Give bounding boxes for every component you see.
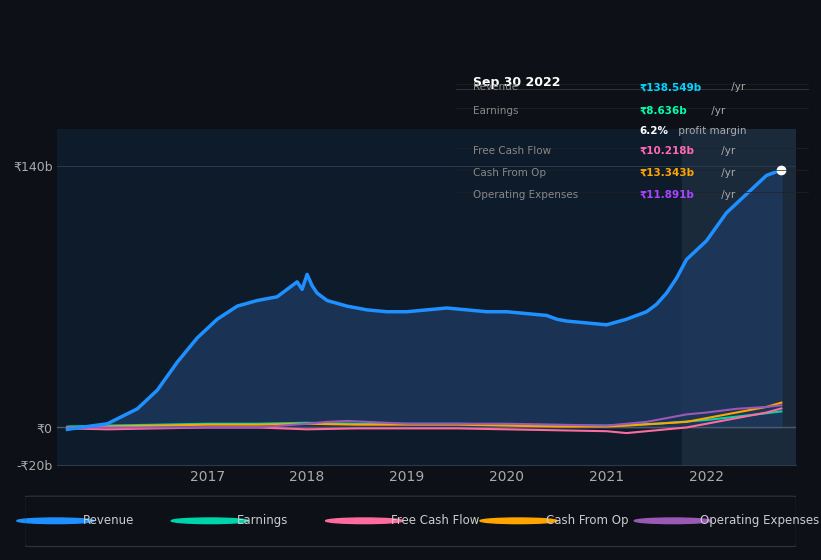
Text: ₹8.636b: ₹8.636b bbox=[640, 106, 687, 116]
Text: Cash From Op: Cash From Op bbox=[546, 514, 628, 528]
Circle shape bbox=[17, 518, 94, 524]
Text: Operating Expenses: Operating Expenses bbox=[474, 190, 579, 200]
Text: profit margin: profit margin bbox=[675, 126, 746, 136]
Text: ₹10.218b: ₹10.218b bbox=[640, 146, 695, 156]
Text: /yr: /yr bbox=[718, 146, 736, 156]
Text: Free Cash Flow: Free Cash Flow bbox=[474, 146, 552, 156]
Text: Operating Expenses: Operating Expenses bbox=[700, 514, 819, 528]
Circle shape bbox=[172, 518, 249, 524]
Text: /yr: /yr bbox=[728, 82, 745, 92]
Text: ₹138.549b: ₹138.549b bbox=[640, 82, 701, 92]
Text: Revenue: Revenue bbox=[474, 82, 518, 92]
Text: /yr: /yr bbox=[718, 190, 736, 200]
Text: Free Cash Flow: Free Cash Flow bbox=[392, 514, 479, 528]
Text: 6.2%: 6.2% bbox=[640, 126, 668, 136]
Text: ₹11.891b: ₹11.891b bbox=[640, 190, 694, 200]
Text: Sep 30 2022: Sep 30 2022 bbox=[474, 76, 561, 88]
Text: Revenue: Revenue bbox=[82, 514, 134, 528]
Circle shape bbox=[635, 518, 712, 524]
Text: ₹13.343b: ₹13.343b bbox=[640, 168, 695, 178]
Text: Cash From Op: Cash From Op bbox=[474, 168, 546, 178]
Text: /yr: /yr bbox=[709, 106, 726, 116]
Text: Earnings: Earnings bbox=[237, 514, 288, 528]
Circle shape bbox=[326, 518, 403, 524]
Text: /yr: /yr bbox=[718, 168, 736, 178]
Text: Earnings: Earnings bbox=[474, 106, 519, 116]
Bar bbox=[681, 129, 796, 465]
Circle shape bbox=[480, 518, 557, 524]
